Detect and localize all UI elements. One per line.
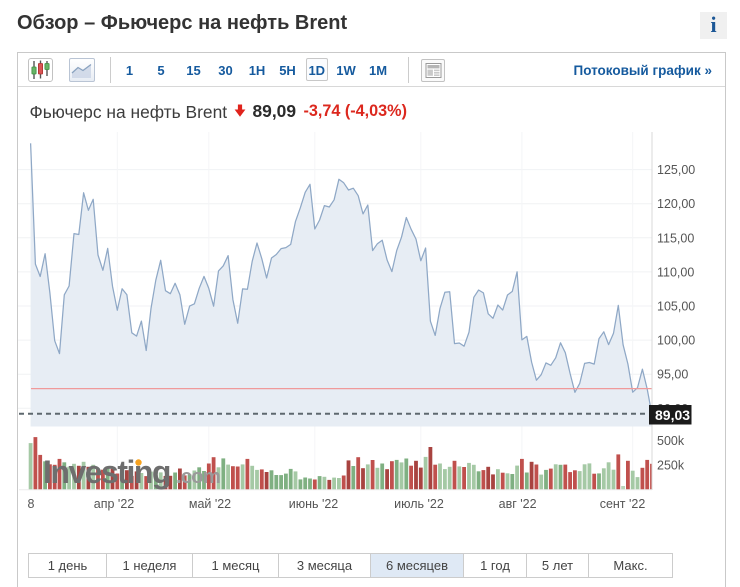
svg-text:8: 8 — [28, 497, 35, 511]
svg-text:100,00: 100,00 — [657, 334, 695, 348]
svg-text:89,03: 89,03 — [655, 407, 690, 423]
svg-text:250k: 250k — [657, 459, 685, 473]
svg-text:115,00: 115,00 — [657, 231, 694, 245]
svg-text:105,00: 105,00 — [657, 300, 695, 314]
svg-text:апр '22: апр '22 — [94, 497, 134, 511]
svg-text:120,00: 120,00 — [657, 197, 695, 211]
svg-text:июль '22: июль '22 — [394, 497, 444, 511]
svg-text:июнь '22: июнь '22 — [289, 497, 339, 511]
svg-text:500k: 500k — [657, 434, 685, 448]
svg-text:сент '22: сент '22 — [600, 497, 646, 511]
svg-text:110,00: 110,00 — [657, 265, 694, 279]
svg-text:Investing: Investing — [43, 454, 170, 490]
svg-text:95,00: 95,00 — [657, 368, 688, 382]
svg-text:.com: .com — [176, 465, 220, 488]
svg-text:125,00: 125,00 — [657, 163, 695, 177]
svg-text:авг '22: авг '22 — [499, 497, 537, 511]
svg-text:май '22: май '22 — [189, 497, 231, 511]
